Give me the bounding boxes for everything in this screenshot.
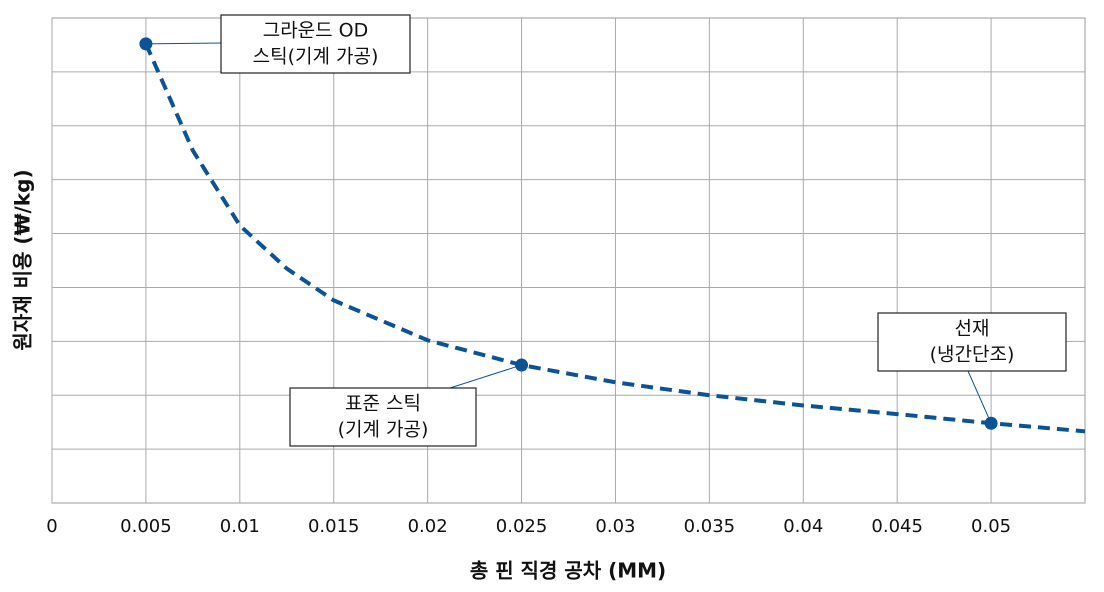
data-point	[139, 37, 153, 51]
x-tick-label: 0.03	[595, 516, 635, 537]
annotation-text: (냉간단조)	[930, 344, 1015, 366]
annotation-text: (기계 가공)	[338, 419, 429, 441]
leader-line	[967, 370, 992, 424]
data-point	[984, 416, 998, 430]
x-tick-label: 0.04	[783, 516, 823, 537]
leader-line	[145, 42, 222, 45]
annotation-box	[289, 387, 477, 447]
annotation-box	[220, 14, 411, 74]
annotation-text: 표준 스틱	[345, 393, 421, 415]
x-tick-label: 0.05	[971, 516, 1011, 537]
data-point	[515, 358, 529, 372]
annotation-text: 스틱(기계 가공)	[253, 46, 379, 68]
annotation-text: 그라운드 OD	[263, 20, 369, 42]
x-tick-label: 0.025	[496, 516, 548, 537]
y-axis-title: 원자재 비용 (₩/kg)	[11, 169, 35, 350]
plot-area	[51, 17, 1086, 504]
x-tick-label: 0.015	[308, 516, 360, 537]
x-tick-label: 0.01	[220, 516, 260, 537]
x-tick-label: 0.045	[871, 516, 923, 537]
x-axis-title: 총 핀 직경 공차 (MM)	[470, 559, 666, 583]
leader-line	[449, 364, 522, 389]
annotation-box	[877, 312, 1067, 372]
x-tick-label: 0.005	[120, 516, 172, 537]
x-tick-label: 0.035	[684, 516, 736, 537]
x-tick-label: 0	[46, 516, 57, 537]
x-tick-label: 0.02	[408, 516, 448, 537]
annotation-text: 선재	[955, 318, 990, 340]
